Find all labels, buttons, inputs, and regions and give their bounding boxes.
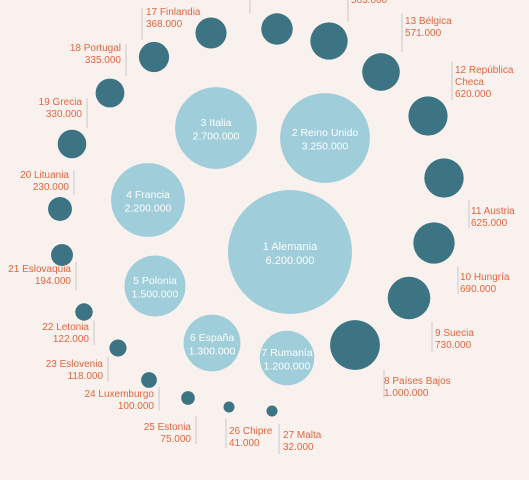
bubble-alemania <box>228 190 352 314</box>
label-name-austria: 11 Austria <box>471 206 515 217</box>
bubble-value-italia: 2.700.000 <box>193 131 240 143</box>
bubble-item-13 <box>310 22 348 60</box>
bubbles <box>48 13 464 417</box>
bubble-value-reino-unido: 3.250.000 <box>302 141 349 153</box>
bubble-name-italia: 3 Italia <box>201 117 232 129</box>
bubble-value-polonia: 1.500.000 <box>132 289 179 301</box>
label-value-suecia: 730.000 <box>435 340 472 351</box>
bubble-name-polonia: 5 Polonia <box>133 275 177 287</box>
label-value-república-checa: 620.000 <box>455 89 492 100</box>
bubble-name-españa: 6 España <box>190 332 235 344</box>
bubble-eslovaquia <box>51 244 73 266</box>
label-value-estonia: 75.000 <box>160 434 191 445</box>
label-name-grecia: 19 Grecia <box>39 97 83 108</box>
label-name-hungría: 10 Hungría <box>460 272 510 283</box>
bubble-portugal <box>95 78 125 108</box>
label-value-chipre: 41.000 <box>229 438 260 449</box>
bubble-eslovenia <box>109 339 127 357</box>
bubble-países-bajos <box>330 320 380 370</box>
label-name-luxemburgo: 24 Luxemburgo <box>85 389 155 400</box>
bubble-hungría <box>413 222 455 264</box>
label-name-portugal: 18 Portugal <box>70 43 121 54</box>
bubble-value-alemania: 6.200.000 <box>266 255 315 267</box>
label-value-portugal: 335.000 <box>85 55 122 66</box>
label-value-austria: 625.000 <box>471 218 508 229</box>
bubble-value-francia: 2.200.000 <box>125 203 172 215</box>
bubble-value-rumanía: 1.200.000 <box>264 361 311 373</box>
bubble-polonia <box>124 255 186 317</box>
bubble-finlandia <box>138 41 170 73</box>
bubble-francia <box>111 163 185 237</box>
bubble-república-checa <box>408 96 448 136</box>
label-name-eslovaquia: 21 Eslovaquia <box>8 264 71 275</box>
bubble-grecia <box>57 129 87 159</box>
bubble-estonia <box>181 391 195 405</box>
bubble-austria <box>424 158 464 198</box>
bubble-name-francia: 4 Francia <box>126 189 170 201</box>
label-name-bélgica: 13 Bélgica <box>405 16 452 27</box>
bubble-españa <box>183 314 241 372</box>
bubble-italia <box>175 87 257 169</box>
label-value-eslovaquia: 194.000 <box>35 276 72 287</box>
bubble-rumanía <box>259 330 315 386</box>
label-value-hungría: 690.000 <box>460 284 497 295</box>
bubble-luxemburgo <box>141 372 157 388</box>
label-name-república-checa: Checa <box>455 77 484 88</box>
bubble-name-rumanía: 7 Rumanía <box>261 347 313 359</box>
label-name-chipre: 26 Chipre <box>229 426 273 437</box>
label-value-bélgica: 571.000 <box>405 28 442 39</box>
bubble-bélgica <box>362 53 400 91</box>
bubble-letonia <box>75 303 93 321</box>
bubble-malta <box>266 405 278 417</box>
label-name-suecia: 9 Suecia <box>435 328 474 339</box>
label-name-estonia: 25 Estonia <box>144 422 192 433</box>
bubble-suecia <box>387 276 431 320</box>
bubble-lituania <box>48 197 72 221</box>
label-name-lituania: 20 Lituania <box>20 170 69 181</box>
label-value-eslovenia: 118.000 <box>68 371 104 382</box>
label-value-países-bajos: 1.000.000 <box>384 388 429 399</box>
label-name-letonia: 22 Letonia <box>42 322 89 333</box>
label-name-república-checa: 12 República <box>455 65 514 76</box>
label-value-luxemburgo: 100.000 <box>118 401 155 412</box>
label-name-eslovenia: 23 Eslovenia <box>46 359 104 370</box>
label-value-malta: 32.000 <box>283 442 314 453</box>
label-value-finlandia: 368.000 <box>146 19 183 30</box>
label-value-lituania: 230.000 <box>33 182 70 193</box>
label-value-item-13: 563.000 <box>351 0 388 6</box>
bubble-name-reino-unido: 2 Reino Unido <box>292 127 359 139</box>
bubble-item-15 <box>195 17 227 49</box>
label-name-malta: 27 Malta <box>283 430 322 441</box>
bubble-item-14 <box>261 13 293 45</box>
bubble-name-alemania: 1 Alemania <box>263 241 318 253</box>
bubble-value-españa: 1.300.000 <box>189 346 236 358</box>
bubble-chipre <box>223 401 235 413</box>
labels: 1 Alemania 6.200.000 2 Reino Unido 3.250.00… <box>8 0 515 453</box>
bubble-reino-unido <box>280 93 370 183</box>
label-name-finlandia: 17 Finlandia <box>146 7 201 18</box>
label-value-grecia: 330.000 <box>46 109 83 120</box>
leader-lines <box>73 0 470 454</box>
label-value-letonia: 122.000 <box>53 334 90 345</box>
label-name-países-bajos: 8 Países Bajos <box>384 376 451 387</box>
